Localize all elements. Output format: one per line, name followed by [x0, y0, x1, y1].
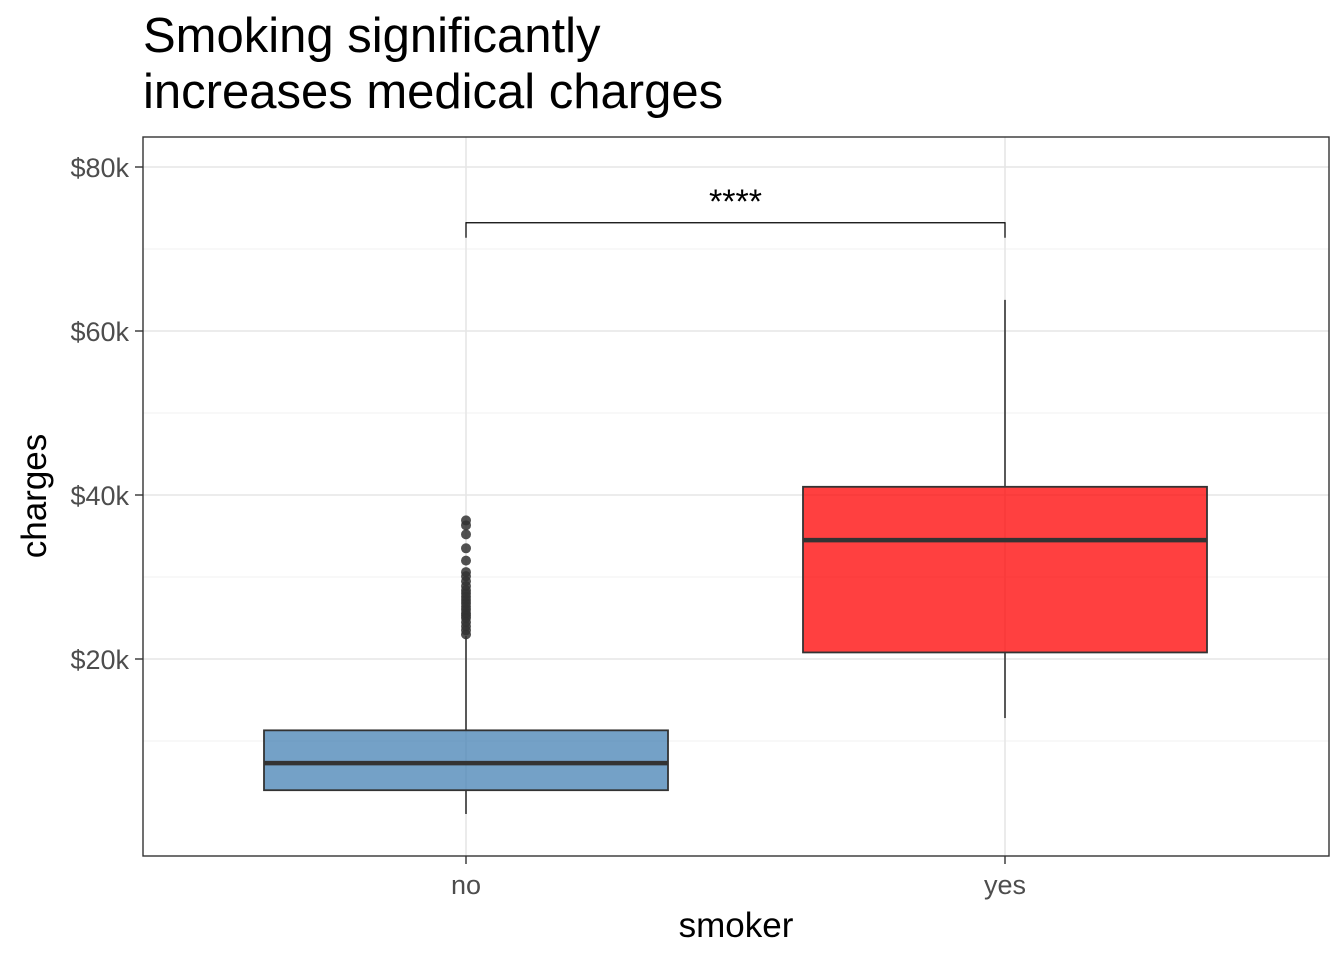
- axis-ticks: $20k $40k $60k $80k no yes: [70, 153, 1026, 900]
- box-layer: [263, 299, 1208, 814]
- outlier-point: [461, 567, 471, 578]
- outlier-point: [461, 529, 471, 540]
- significance-bracket: ****: [465, 183, 1006, 238]
- chart-title: Smoking significantly increases medical …: [143, 8, 723, 120]
- chart-title-line-2: increases medical charges: [143, 65, 724, 119]
- box-yes: [802, 299, 1208, 719]
- plot-panel-border: [142, 136, 1330, 857]
- x-axis-title: smoker: [679, 906, 794, 945]
- outlier-point: [461, 555, 471, 566]
- y-tick-label: $60k: [70, 317, 129, 347]
- outlier-point: [461, 543, 471, 554]
- box-no: [263, 515, 669, 814]
- significance-bracket-line: [465, 222, 1006, 238]
- outlier-point: [461, 515, 471, 526]
- box-iqr: [802, 485, 1208, 654]
- x-tick-label: no: [451, 870, 481, 900]
- chart-title-line-1: Smoking significantly: [143, 9, 601, 63]
- y-tick-label: $40k: [70, 481, 129, 511]
- y-tick-label: $20k: [70, 645, 129, 675]
- y-tick-label: $80k: [70, 153, 129, 183]
- significance-layer: ****: [465, 183, 1006, 238]
- x-tick-label: yes: [984, 870, 1026, 900]
- grid-lines: [143, 137, 1329, 856]
- significance-label: ****: [709, 183, 762, 221]
- y-axis-title: charges: [15, 434, 54, 559]
- box-iqr: [263, 729, 669, 792]
